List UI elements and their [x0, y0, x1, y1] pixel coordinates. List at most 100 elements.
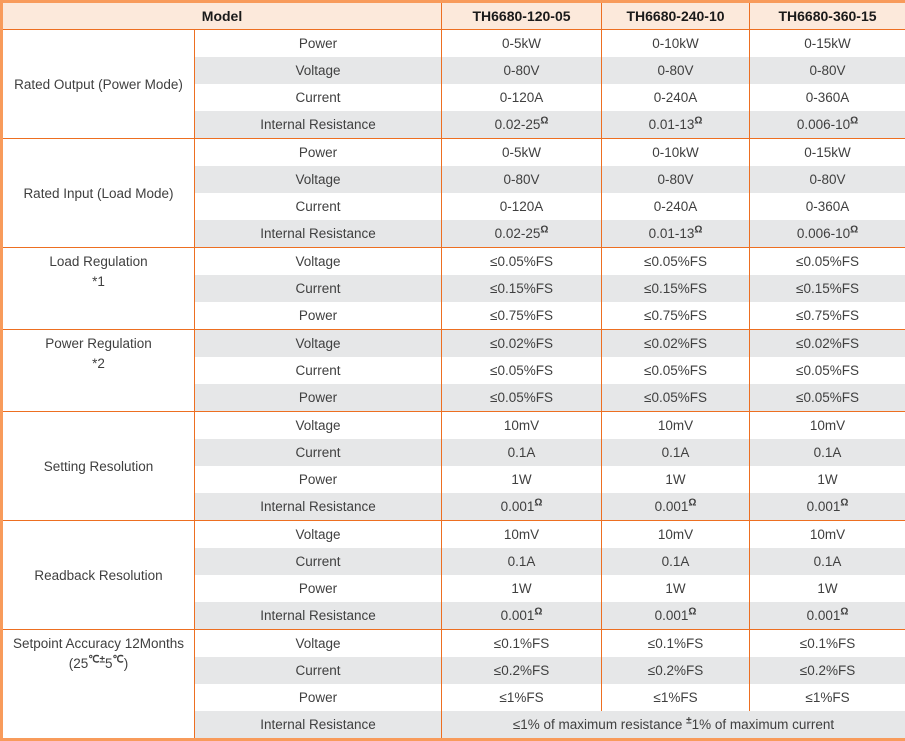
value-cell: 0.1A	[750, 548, 905, 575]
parameter-cell: Voltage	[195, 630, 442, 658]
value-cell: ≤0.1%FS	[442, 630, 602, 658]
value-cell: 0.02-25Ω	[442, 111, 602, 139]
value-cell: ≤0.75%FS	[602, 302, 750, 330]
parameter-cell: Voltage	[195, 521, 442, 549]
value-cell: ≤0.05%FS	[750, 248, 905, 276]
parameter-cell: Internal Resistance	[195, 711, 442, 740]
value-cell: 1W	[750, 575, 905, 602]
value-cell: ≤0.05%FS	[442, 384, 602, 412]
value-cell: 0.1A	[602, 548, 750, 575]
value-cell: ≤0.05%FS	[750, 384, 905, 412]
value-cell: 0.001Ω	[442, 602, 602, 630]
value-cell: 0-15kW	[750, 139, 905, 167]
value-cell: 0-80V	[442, 166, 602, 193]
value-cell: 0-15kW	[750, 30, 905, 58]
value-cell: 1W	[602, 466, 750, 493]
value-cell: 0-120A	[442, 84, 602, 111]
value-cell: ≤0.02%FS	[602, 330, 750, 358]
parameter-cell: Internal Resistance	[195, 493, 442, 521]
parameter-cell: Voltage	[195, 57, 442, 84]
group-label-cell: Setting Resolution	[2, 412, 195, 521]
table-header: Model TH6680-120-05 TH6680-240-10 TH6680…	[2, 2, 905, 30]
value-cell: 0-80V	[602, 166, 750, 193]
value-cell: ≤0.2%FS	[442, 657, 602, 684]
parameter-cell: Voltage	[195, 330, 442, 358]
value-cell: 0-80V	[442, 57, 602, 84]
value-cell: 0.1A	[750, 439, 905, 466]
value-cell: ≤0.05%FS	[442, 248, 602, 276]
table-row: Setpoint Accuracy 12Months(25℃±5℃)Voltag…	[2, 630, 905, 658]
value-cell: 0.01-13Ω	[602, 111, 750, 139]
parameter-cell: Voltage	[195, 412, 442, 440]
value-cell: ≤0.02%FS	[750, 330, 905, 358]
value-cell: ≤0.05%FS	[602, 384, 750, 412]
value-cell: 10mV	[750, 412, 905, 440]
group-label-cell: Readback Resolution	[2, 521, 195, 630]
value-cell: 0.1A	[442, 439, 602, 466]
value-cell: 0.001Ω	[750, 493, 905, 521]
value-cell: ≤0.1%FS	[602, 630, 750, 658]
parameter-cell: Power	[195, 302, 442, 330]
value-cell: 0.1A	[602, 439, 750, 466]
model-header-cell: Model	[2, 2, 442, 30]
group-label-cell: Setpoint Accuracy 12Months(25℃±5℃)	[2, 630, 195, 740]
value-cell: ≤0.2%FS	[750, 657, 905, 684]
parameter-cell: Current	[195, 548, 442, 575]
value-cell: 0.001Ω	[602, 602, 750, 630]
value-cell: ≤0.15%FS	[602, 275, 750, 302]
value-cell: 0-10kW	[602, 139, 750, 167]
value-cell: 0.006-10Ω	[750, 220, 905, 248]
value-cell: 0-80V	[602, 57, 750, 84]
parameter-cell: Internal Resistance	[195, 111, 442, 139]
group-label-cell: Rated Output (Power Mode)	[2, 30, 195, 139]
parameter-cell: Internal Resistance	[195, 220, 442, 248]
spec-group: Setpoint Accuracy 12Months(25℃±5℃)Voltag…	[2, 630, 905, 740]
parameter-cell: Current	[195, 84, 442, 111]
value-cell: 0.1A	[442, 548, 602, 575]
value-cell: 0-240A	[602, 84, 750, 111]
model-column-header: TH6680-240-10	[602, 2, 750, 30]
value-cell: ≤0.05%FS	[602, 357, 750, 384]
parameter-cell: Current	[195, 439, 442, 466]
value-cell: 0-120A	[442, 193, 602, 220]
value-cell: 0-360A	[750, 193, 905, 220]
value-cell: ≤0.05%FS	[442, 357, 602, 384]
value-cell: 1W	[602, 575, 750, 602]
value-cell: 10mV	[442, 521, 602, 549]
value-cell: 1W	[442, 466, 602, 493]
value-cell: 10mV	[602, 412, 750, 440]
value-cell: ≤1%FS	[602, 684, 750, 711]
value-cell: 1W	[442, 575, 602, 602]
value-cell: 0.001Ω	[442, 493, 602, 521]
value-cell: ≤0.05%FS	[750, 357, 905, 384]
value-cell: ≤0.15%FS	[750, 275, 905, 302]
value-cell: 0.001Ω	[602, 493, 750, 521]
value-cell: 0.01-13Ω	[602, 220, 750, 248]
parameter-cell: Voltage	[195, 166, 442, 193]
value-cell: ≤0.1%FS	[750, 630, 905, 658]
parameter-cell: Power	[195, 684, 442, 711]
value-cell: 0-5kW	[442, 139, 602, 167]
value-cell: 0.02-25Ω	[442, 220, 602, 248]
value-cell: 0.006-10Ω	[750, 111, 905, 139]
value-cell: ≤0.2%FS	[602, 657, 750, 684]
group-label-cell: Load Regulation*1	[2, 248, 195, 330]
value-cell: 10mV	[602, 521, 750, 549]
group-label-cell: Power Regulation*2	[2, 330, 195, 412]
value-cell: ≤0.75%FS	[442, 302, 602, 330]
value-cell: 0-10kW	[602, 30, 750, 58]
parameter-cell: Power	[195, 30, 442, 58]
parameter-cell: Power	[195, 575, 442, 602]
parameter-cell: Power	[195, 466, 442, 493]
value-cell: 0-5kW	[442, 30, 602, 58]
value-cell: ≤0.02%FS	[442, 330, 602, 358]
value-cell: 10mV	[442, 412, 602, 440]
model-column-header: TH6680-360-15	[750, 2, 905, 30]
value-cell: ≤1%FS	[750, 684, 905, 711]
